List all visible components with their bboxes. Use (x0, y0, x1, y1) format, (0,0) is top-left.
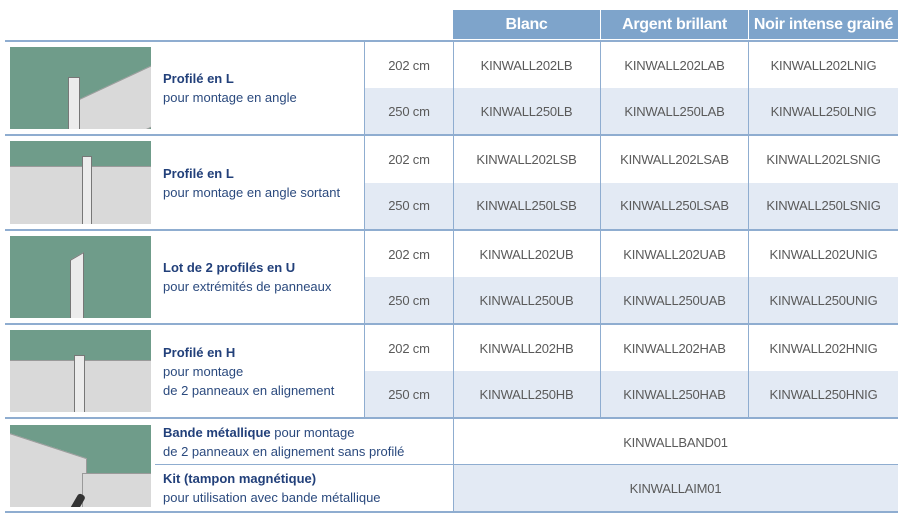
column-divider (364, 325, 365, 417)
reference-code: KINWALL250UAB (601, 277, 748, 323)
column-divider (453, 325, 454, 417)
accessory-title: Kit (tampon magnétique) (163, 471, 317, 486)
reference-code: KINWALL202HB (479, 340, 574, 356)
product-title: Profilé en L (163, 71, 234, 86)
product-subtitle: pour montage (163, 363, 244, 379)
reference-code: KINWALL202LAB (624, 57, 725, 73)
reference-code: KINWALL202UNIG (769, 246, 878, 262)
reference-code: KINWALL250LAB (601, 88, 748, 134)
column-divider (364, 231, 365, 323)
product-subtitle: pour montage en angle (163, 90, 297, 105)
row-divider (5, 40, 898, 42)
reference-code: KINWALL250HB (453, 371, 600, 417)
row-divider (5, 417, 898, 419)
size-cell: 250 cm (365, 88, 453, 134)
column-header: Blanc (453, 10, 600, 39)
reference-code: KINWALL250LB (453, 88, 600, 134)
row-divider (5, 229, 898, 231)
reference-code: KINWALL202LSAB (620, 151, 729, 167)
u-profile-image (10, 236, 151, 318)
row-divider (155, 464, 898, 465)
reference-code: KINWALL202HAB (623, 340, 726, 356)
column-divider (748, 231, 749, 323)
reference-code: KINWALL250HAB (601, 371, 748, 417)
product-description: Profilé en L pour montage en angle sortan… (163, 136, 363, 229)
accessory-title-rest: pour montage (270, 425, 355, 440)
size-cell: 250 cm (365, 182, 453, 229)
accessory-description: Bande métallique pour montage de 2 pannea… (163, 419, 453, 465)
reference-code: KINWALL202HNIG (769, 340, 878, 356)
reference-code: KINWALL202UAB (623, 246, 726, 262)
column-divider (453, 419, 454, 511)
product-title: Profilé en H (163, 344, 236, 360)
reference-code: KINWALLAIM01 (629, 480, 722, 496)
column-divider (600, 136, 601, 229)
row-divider (5, 323, 898, 325)
column-divider (453, 42, 454, 134)
reference-code: KINWALL250UNIG (749, 277, 898, 323)
size-cell: 202 cm (388, 57, 430, 73)
product-description: Profilé en L pour montage en angle (163, 42, 363, 134)
column-divider (748, 325, 749, 417)
size-cell: 250 cm (365, 277, 453, 323)
reference-code: KINWALL202LSNIG (766, 151, 881, 167)
h-profile-image (10, 330, 151, 412)
reference-code: KINWALL250LSAB (601, 182, 748, 229)
column-divider (748, 136, 749, 229)
product-subtitle: de 2 panneaux en alignement (163, 382, 335, 398)
size-cell: 250 cm (365, 371, 453, 417)
reference-code: KINWALL202LB (480, 57, 573, 73)
product-description: Profilé en H pour montage de 2 panneaux en… (163, 325, 363, 417)
reference-code: KINWALLBAND01 (623, 434, 728, 450)
reference-code: KINWALL202LNIG (770, 57, 877, 73)
reference-code: KINWALL202LSB (476, 151, 577, 167)
column-divider (364, 42, 365, 134)
accessory-subtitle: pour utilisation avec bande métallique (163, 490, 381, 505)
metal-strip-image (10, 425, 151, 507)
column-divider (600, 42, 601, 134)
column-divider (453, 231, 454, 323)
size-cell: 202 cm (388, 151, 430, 167)
size-cell: 202 cm (388, 246, 430, 262)
column-header: Noir intense grainé (749, 10, 898, 39)
reference-code: KINWALL250LSNIG (749, 182, 898, 229)
outer-corner-profile-image (10, 141, 151, 224)
size-cell: 202 cm (388, 340, 430, 356)
corner-profile-image (10, 47, 151, 129)
reference-code: KINWALL250LNIG (749, 88, 898, 134)
row-divider (5, 511, 898, 513)
column-divider (453, 136, 454, 229)
row-divider (5, 134, 898, 136)
column-divider (600, 325, 601, 417)
product-subtitle: pour extrémités de panneaux (163, 279, 332, 294)
accessory-description: Kit (tampon magnétique) pour utilisation … (163, 465, 453, 511)
reference-code: KINWALL250HNIG (749, 371, 898, 417)
accessory-subtitle: de 2 panneaux en alignement sans profilé (163, 444, 405, 459)
column-divider (364, 136, 365, 229)
reference-code: KINWALL250LSB (453, 182, 600, 229)
product-subtitle: pour montage en angle sortant (163, 184, 341, 200)
product-title: Profilé en L (163, 165, 234, 181)
reference-code: KINWALL250UB (453, 277, 600, 323)
reference-code: KINWALL202UB (479, 246, 574, 262)
accessory-title: Bande métallique (163, 425, 271, 440)
column-header: Argent brillant (601, 10, 748, 39)
column-divider (748, 42, 749, 134)
product-title: Lot de 2 profilés en U (163, 260, 296, 275)
product-description: Lot de 2 profilés en U pour extrémités de… (163, 231, 363, 323)
column-divider (600, 231, 601, 323)
